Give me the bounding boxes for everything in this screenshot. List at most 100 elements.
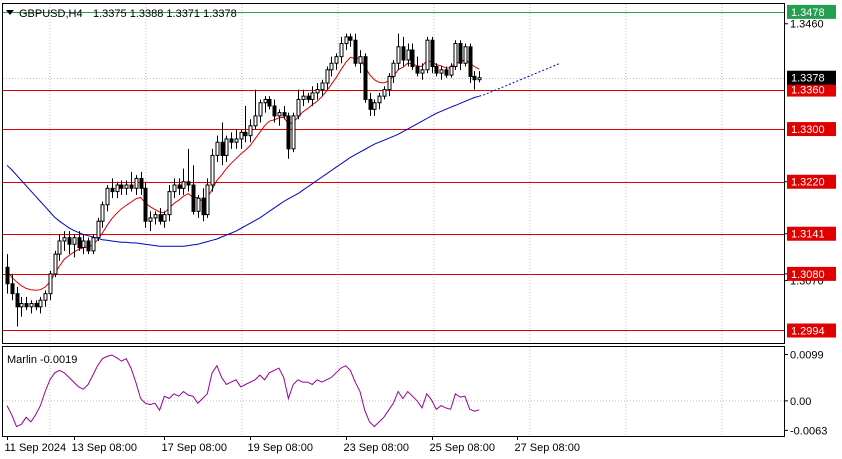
candle-body: [263, 98, 268, 104]
candle: [420, 63, 425, 80]
candle: [272, 99, 277, 123]
candle-body: [72, 237, 77, 245]
candle: [86, 237, 91, 255]
candle: [472, 71, 477, 90]
candle: [29, 300, 34, 314]
candle: [239, 129, 244, 149]
candle: [301, 89, 306, 107]
candle-body: [124, 184, 129, 189]
candle: [368, 92, 373, 116]
candle-body: [220, 141, 225, 156]
symbol-menu-triangle-icon[interactable]: [6, 10, 14, 15]
chart-header: GBPUSD,H4 1.3375 1.3388 1.3371 1.3378: [6, 8, 237, 20]
candle: [458, 40, 463, 70]
candle: [229, 132, 234, 149]
candle-body: [34, 303, 39, 308]
level-tag-box: [787, 323, 836, 338]
candle: [15, 287, 20, 327]
candle: [248, 119, 253, 143]
candle-body: [38, 299, 43, 308]
candle: [57, 234, 62, 261]
candle: [344, 33, 349, 51]
candle-body: [119, 184, 124, 189]
candle-body: [401, 46, 406, 61]
candle-body: [358, 56, 363, 64]
candle-body: [158, 214, 163, 222]
time-tick-label: 23 Sep 08:00: [344, 442, 409, 454]
candle: [181, 168, 186, 195]
candle-body: [396, 46, 401, 64]
level-tag-box: [787, 82, 836, 97]
candle-body: [100, 204, 105, 222]
fast-ma-line: [6, 56, 480, 291]
candle: [43, 290, 48, 307]
candle-body: [286, 115, 291, 150]
candle-body: [296, 98, 301, 117]
candle-body: [463, 46, 468, 64]
candle-body: [420, 69, 425, 74]
candle-body: [148, 217, 153, 222]
candle: [477, 71, 482, 83]
candle-body: [86, 240, 91, 252]
candle: [177, 178, 182, 195]
candle-body: [53, 253, 58, 275]
candle-body: [353, 39, 358, 64]
candle: [353, 33, 358, 67]
candle-body: [162, 214, 167, 222]
symbol-title: GBPUSD,H4: [19, 8, 83, 20]
time-tick-label: 11 Sep 2024: [5, 442, 67, 454]
candle: [77, 231, 82, 251]
candle-body: [472, 75, 477, 81]
candle: [10, 273, 15, 301]
candle: [401, 36, 406, 67]
slow-ma-line-projection: [479, 62, 561, 97]
candle: [139, 171, 144, 195]
candle-body: [387, 75, 392, 91]
candle: [339, 36, 344, 64]
candle: [53, 250, 58, 278]
candle-body: [329, 62, 334, 71]
oscillator-line: [6, 354, 480, 428]
candle-body: [81, 240, 86, 249]
candle: [191, 165, 196, 215]
candle-body: [439, 69, 444, 74]
candle: [453, 40, 458, 70]
candle-body: [24, 303, 29, 308]
price-pane-frame: [2, 3, 785, 344]
candle: [372, 99, 377, 116]
level-price-tag: 1.3478: [787, 4, 836, 19]
time-tick-label: 19 Sep 08:00: [248, 442, 313, 454]
candle-body: [453, 42, 458, 68]
candle-body: [248, 125, 253, 137]
candle: [434, 63, 439, 77]
candle: [115, 181, 120, 199]
candle: [449, 63, 454, 78]
slow-moving-average: [6, 62, 561, 247]
level-tag-box: [787, 226, 836, 241]
candle-body: [391, 62, 396, 77]
candle-body: [229, 138, 234, 143]
candle: [325, 66, 330, 90]
candle: [263, 96, 268, 113]
candle-body: [348, 36, 353, 41]
oscillator-axis-labels: 0.0099 0.00 -0.0063: [785, 349, 827, 437]
candle-body: [134, 177, 139, 189]
candle-body: [258, 102, 263, 117]
candle: [81, 234, 86, 255]
oscillator-tick-label: -0.0063: [790, 425, 827, 437]
candle: [310, 86, 315, 107]
candle-body: [205, 184, 210, 216]
candle: [96, 217, 101, 241]
candle: [72, 234, 77, 258]
candle: [444, 66, 449, 78]
candle-body: [5, 266, 10, 285]
candle: [186, 148, 191, 192]
candle: [100, 201, 105, 228]
candle: [119, 180, 124, 195]
candle-body: [310, 92, 315, 100]
time-tick-label: 13 Sep 08:00: [72, 442, 137, 454]
price-axis-labels: 1.34601.30801.30701.32201.31411.34781.33…: [785, 4, 836, 338]
level-tag-box: [787, 174, 836, 189]
